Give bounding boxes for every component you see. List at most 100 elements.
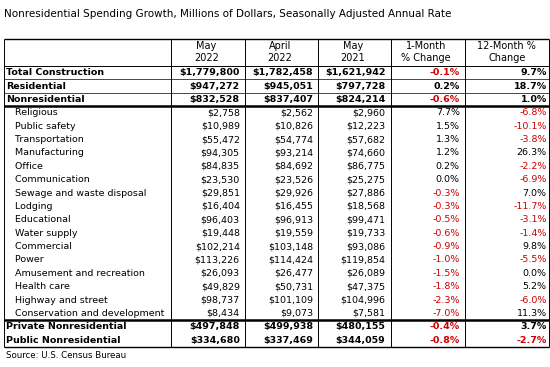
Text: 1.3%: 1.3% xyxy=(436,135,460,144)
Text: $1,621,942: $1,621,942 xyxy=(325,68,386,77)
Text: Transportation: Transportation xyxy=(6,135,84,144)
Text: $10,989: $10,989 xyxy=(201,122,240,131)
Text: $1,782,458: $1,782,458 xyxy=(252,68,313,77)
Text: $23,526: $23,526 xyxy=(274,175,313,184)
Text: -0.1%: -0.1% xyxy=(430,68,460,77)
Text: $16,404: $16,404 xyxy=(201,202,240,211)
Text: Nonresidential: Nonresidential xyxy=(6,95,85,104)
Text: $84,835: $84,835 xyxy=(201,162,240,171)
Text: Sewage and waste disposal: Sewage and waste disposal xyxy=(6,189,146,197)
Text: $29,851: $29,851 xyxy=(201,189,240,197)
Text: $93,214: $93,214 xyxy=(274,149,313,157)
Text: 0.2%: 0.2% xyxy=(436,162,460,171)
Text: -6.9%: -6.9% xyxy=(519,175,547,184)
Text: $26,089: $26,089 xyxy=(346,269,386,278)
Text: $12,223: $12,223 xyxy=(346,122,386,131)
Text: 18.7%: 18.7% xyxy=(514,81,547,91)
Text: -0.3%: -0.3% xyxy=(432,189,460,197)
Text: May
2022: May 2022 xyxy=(194,41,219,63)
Text: $7,581: $7,581 xyxy=(353,309,386,318)
Text: -1.0%: -1.0% xyxy=(432,255,460,264)
Text: $119,854: $119,854 xyxy=(340,255,386,264)
Text: Private Nonresidential: Private Nonresidential xyxy=(6,322,126,331)
Text: 26.3%: 26.3% xyxy=(516,149,547,157)
Text: -6.0%: -6.0% xyxy=(519,295,547,305)
Text: $96,913: $96,913 xyxy=(274,215,313,224)
Text: Manufacturing: Manufacturing xyxy=(6,149,84,157)
Text: Commercial: Commercial xyxy=(6,242,72,251)
Text: Religious: Religious xyxy=(6,108,58,117)
Text: $2,562: $2,562 xyxy=(280,108,313,117)
Text: Public Nonresidential: Public Nonresidential xyxy=(6,336,120,345)
Text: -3.8%: -3.8% xyxy=(519,135,547,144)
Text: April
2022: April 2022 xyxy=(267,41,293,63)
Text: $25,275: $25,275 xyxy=(346,175,386,184)
Text: Health care: Health care xyxy=(6,282,70,291)
Text: $98,737: $98,737 xyxy=(201,295,240,305)
Text: $499,938: $499,938 xyxy=(263,322,313,331)
Text: -11.7%: -11.7% xyxy=(513,202,547,211)
Text: $797,728: $797,728 xyxy=(336,81,386,91)
Text: 12-Month %
Change: 12-Month % Change xyxy=(477,41,536,63)
Text: $947,272: $947,272 xyxy=(190,81,240,91)
Text: $93,086: $93,086 xyxy=(346,242,386,251)
Text: Conservation and development: Conservation and development xyxy=(6,309,164,318)
Text: -0.4%: -0.4% xyxy=(430,322,460,331)
Text: Educational: Educational xyxy=(6,215,70,224)
Text: Residential: Residential xyxy=(6,81,66,91)
Text: -0.6%: -0.6% xyxy=(430,95,460,104)
Text: $832,528: $832,528 xyxy=(190,95,240,104)
Text: 1.2%: 1.2% xyxy=(436,149,460,157)
Text: -2.7%: -2.7% xyxy=(516,336,547,345)
Text: $54,774: $54,774 xyxy=(274,135,313,144)
Text: $19,733: $19,733 xyxy=(346,229,386,238)
Text: $113,226: $113,226 xyxy=(195,255,240,264)
Text: $104,996: $104,996 xyxy=(340,295,386,305)
Text: $23,530: $23,530 xyxy=(201,175,240,184)
Text: Source: U.S. Census Bureau: Source: U.S. Census Bureau xyxy=(6,351,126,360)
Text: 11.3%: 11.3% xyxy=(516,309,547,318)
Text: $2,758: $2,758 xyxy=(207,108,240,117)
Text: $99,471: $99,471 xyxy=(346,215,386,224)
Text: $84,692: $84,692 xyxy=(274,162,313,171)
Text: $94,305: $94,305 xyxy=(201,149,240,157)
Text: $19,448: $19,448 xyxy=(201,229,240,238)
Text: Amusement and recreation: Amusement and recreation xyxy=(6,269,145,278)
Text: Communication: Communication xyxy=(6,175,90,184)
Text: $497,848: $497,848 xyxy=(189,322,240,331)
Text: -3.1%: -3.1% xyxy=(519,215,547,224)
Text: 0.2%: 0.2% xyxy=(433,81,460,91)
Text: 0.0%: 0.0% xyxy=(522,269,547,278)
Text: 9.7%: 9.7% xyxy=(520,68,547,77)
Text: $86,775: $86,775 xyxy=(346,162,386,171)
Text: $26,093: $26,093 xyxy=(201,269,240,278)
Text: May
2021: May 2021 xyxy=(340,41,365,63)
Text: $26,477: $26,477 xyxy=(274,269,313,278)
Text: -1.8%: -1.8% xyxy=(432,282,460,291)
Text: 5.2%: 5.2% xyxy=(522,282,547,291)
Text: Public safety: Public safety xyxy=(6,122,76,131)
Text: -0.3%: -0.3% xyxy=(432,202,460,211)
Text: $16,455: $16,455 xyxy=(274,202,313,211)
Text: 1.5%: 1.5% xyxy=(436,122,460,131)
Text: $50,731: $50,731 xyxy=(274,282,313,291)
Text: -7.0%: -7.0% xyxy=(432,309,460,318)
Text: -0.8%: -0.8% xyxy=(430,336,460,345)
Text: $9,073: $9,073 xyxy=(280,309,313,318)
Text: $74,660: $74,660 xyxy=(346,149,386,157)
Text: -0.9%: -0.9% xyxy=(432,242,460,251)
Text: Power: Power xyxy=(6,255,44,264)
Text: -2.3%: -2.3% xyxy=(432,295,460,305)
Text: Nonresidential Spending Growth, Millions of Dollars, Seasonally Adjusted Annual : Nonresidential Spending Growth, Millions… xyxy=(4,9,452,19)
Text: 1.0%: 1.0% xyxy=(520,95,547,104)
Text: $334,680: $334,680 xyxy=(190,336,240,345)
Text: $57,682: $57,682 xyxy=(346,135,386,144)
Text: -1.5%: -1.5% xyxy=(432,269,460,278)
Text: Lodging: Lodging xyxy=(6,202,53,211)
Text: $103,148: $103,148 xyxy=(268,242,313,251)
Text: Office: Office xyxy=(6,162,43,171)
Text: $49,829: $49,829 xyxy=(201,282,240,291)
Text: -1.4%: -1.4% xyxy=(519,229,547,238)
Text: Total Construction: Total Construction xyxy=(6,68,104,77)
Text: -2.2%: -2.2% xyxy=(519,162,547,171)
